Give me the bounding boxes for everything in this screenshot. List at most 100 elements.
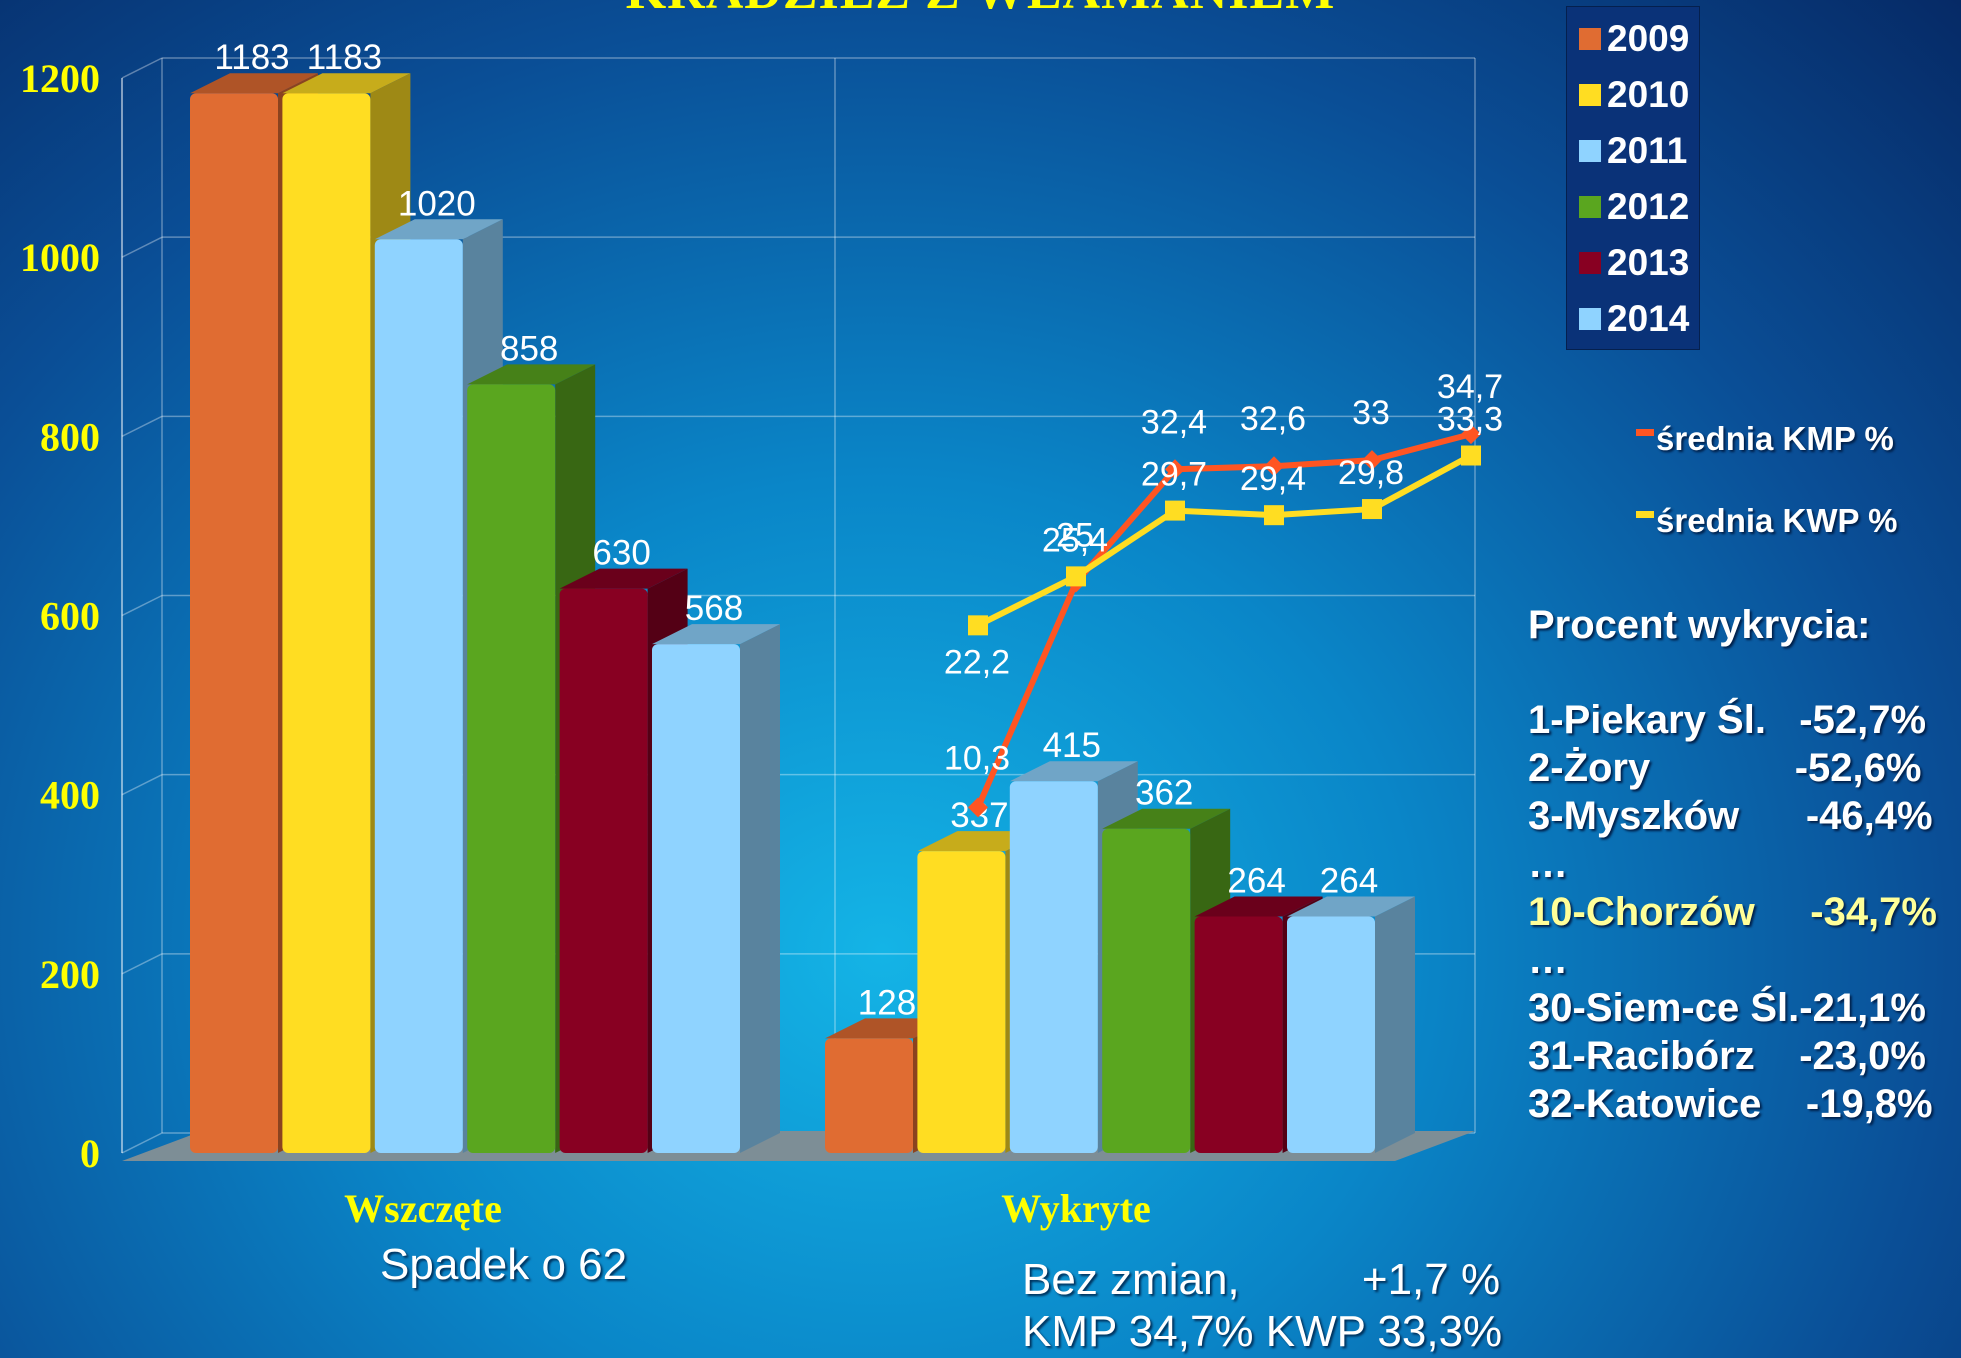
bar-value-label: 362 <box>1135 774 1193 813</box>
legend-kwp: średnia KWP % <box>1636 502 1897 540</box>
year-legend: 2009 2010 2011 2012 2013 2014 <box>1566 6 1700 350</box>
line-point-label: 34,7 <box>1437 368 1503 406</box>
bar-front <box>917 851 1006 1153</box>
chart-title: KRADZIEŻ Z WŁAMANIEM <box>0 0 1961 21</box>
bar-front <box>467 384 556 1153</box>
line-point-label: 25,4 <box>1042 521 1108 559</box>
legend-label: 2009 <box>1607 18 1690 59</box>
side-heading: Procent wykrycia: <box>1528 603 1871 647</box>
legend-label: 2013 <box>1607 242 1690 283</box>
y-tick-label: 1000 <box>20 235 100 280</box>
legend-label: 2014 <box>1607 298 1690 339</box>
legend-swatch <box>1579 308 1601 330</box>
bar-front <box>282 93 371 1154</box>
line-point-label: 33,3 <box>1437 401 1503 439</box>
bar-front <box>825 1038 913 1153</box>
legend-line-marker <box>1636 510 1654 518</box>
line-point <box>1264 505 1284 526</box>
bar-front <box>1009 781 1098 1153</box>
y-tick-label: 200 <box>40 952 100 997</box>
y-tick-label: 600 <box>40 594 100 639</box>
line-point <box>968 615 988 636</box>
bar-top <box>1009 761 1138 782</box>
legend-label: 2010 <box>1607 74 1690 115</box>
bar-top <box>374 219 503 240</box>
line-point <box>1461 424 1481 445</box>
ranking-row: … <box>1528 842 1568 886</box>
bar-top <box>467 364 596 385</box>
line-point-label: 22,2 <box>944 643 1010 681</box>
legend-item-2013: 2013 <box>1579 242 1690 283</box>
bar-value-label: 630 <box>592 534 650 573</box>
category-label: Wszczęte <box>344 1186 502 1231</box>
note-left: Spadek o 62 <box>380 1240 628 1289</box>
y-axis: 0 200 400 600 800 1000 1200 <box>20 56 100 1176</box>
grid-line <box>121 594 163 617</box>
ranking-row: 3-Myszków -46,4% <box>1528 794 1933 838</box>
legend-item-2010: 2010 <box>1579 74 1690 115</box>
line-point-label: 33 <box>1352 394 1390 432</box>
bar <box>652 624 780 1153</box>
bar-top <box>1102 808 1231 829</box>
legend-swatch <box>1579 84 1601 106</box>
bar-value-label: 128 <box>858 983 916 1022</box>
line-point-label: 29,4 <box>1240 460 1306 498</box>
bar-value-label: 415 <box>1043 726 1101 765</box>
legend-swatch <box>1579 28 1601 50</box>
line-point <box>1362 499 1382 520</box>
legend-label: 2011 <box>1607 130 1688 171</box>
series-line <box>975 431 1472 809</box>
line-point <box>1264 456 1284 477</box>
y-tick-label: 400 <box>40 773 100 818</box>
bar-front <box>374 239 463 1153</box>
legend-kwp-label: średnia KWP % <box>1656 502 1898 539</box>
line-point <box>1461 445 1481 466</box>
bar-value-label: 264 <box>1320 862 1378 901</box>
ranking-row: 30-Siem-ce Śl.-21,1% <box>1528 986 1926 1030</box>
bar-top <box>652 624 780 645</box>
ranking-row: 32-Katowice -19,8% <box>1528 1082 1933 1126</box>
category-label: Wykryte <box>1001 1186 1151 1231</box>
ranking-row: 1-Piekary Śl. -52,7% <box>1528 698 1927 742</box>
line-point <box>1362 450 1382 471</box>
bar-value-label: 1183 <box>307 38 382 77</box>
legend-item-2012: 2012 <box>1579 186 1690 227</box>
legend-kmp-label: średnia KMP % <box>1656 420 1894 457</box>
legend-swatch <box>1579 140 1601 162</box>
series-line <box>976 452 1473 629</box>
bar <box>1287 896 1415 1153</box>
legend-item-2011: 2011 <box>1579 130 1688 171</box>
bar-value-label: 1020 <box>398 184 476 223</box>
bar-side <box>1375 896 1415 1153</box>
bar-value-label: 1183 <box>214 38 289 77</box>
grid-line <box>121 57 163 79</box>
line-point <box>1165 500 1185 521</box>
bar-value-label: 264 <box>1227 862 1285 901</box>
bar-front <box>1194 916 1283 1153</box>
ranking-row: 2-Żory -52,6% <box>1528 746 1922 790</box>
ranking-row: 31-Racibórz -23,0% <box>1528 1034 1926 1078</box>
bars <box>190 73 1415 1154</box>
grid-line <box>121 415 163 438</box>
bar-front <box>559 588 648 1153</box>
legend-item-2009: 2009 <box>1579 18 1690 59</box>
legend-label: 2012 <box>1607 186 1690 227</box>
y-tick-label: 0 <box>80 1131 100 1176</box>
bar-top <box>190 73 318 94</box>
bar-top <box>1194 896 1323 917</box>
legend-item-2014: 2014 <box>1579 298 1690 339</box>
bar-value-label: 858 <box>500 329 558 368</box>
note-right-line2: KMP 34,7% KWP 33,3% <box>1022 1307 1503 1356</box>
grid-line <box>121 236 163 258</box>
line-point <box>1066 566 1086 587</box>
legend-swatch <box>1579 252 1601 274</box>
line-point-label: 10,3 <box>944 739 1010 777</box>
line-point-label: 29,8 <box>1338 454 1404 492</box>
ranking-row: … <box>1528 938 1568 982</box>
ranking-row: 10-Chorzów -34,7% <box>1528 890 1937 934</box>
bar-top <box>559 568 688 589</box>
bar-front <box>652 644 740 1153</box>
bar-front <box>190 93 278 1154</box>
legend-line-marker <box>1636 428 1654 436</box>
